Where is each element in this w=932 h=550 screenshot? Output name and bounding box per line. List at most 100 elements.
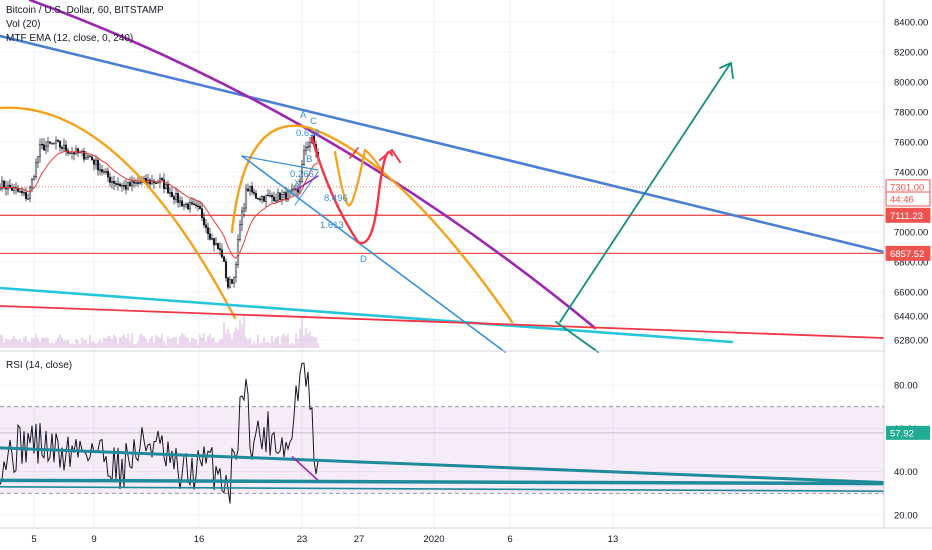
candle-body <box>246 188 250 192</box>
volume-bar <box>205 341 207 348</box>
candle-body <box>86 155 90 159</box>
volume-bar <box>141 334 143 348</box>
volume-bar <box>269 343 271 348</box>
purple-arc <box>28 0 597 330</box>
pattern-point-a: A <box>300 110 307 121</box>
volume-bar <box>233 331 235 348</box>
volume-bar <box>201 337 203 348</box>
candle-body <box>114 183 118 185</box>
rsi-pane[interactable] <box>0 362 885 504</box>
volume-bar <box>153 342 155 348</box>
green-arrow-head <box>730 62 734 79</box>
volume-bar <box>211 338 213 348</box>
purple-segment <box>295 175 319 191</box>
rsi-title[interactable]: RSI (14, close) <box>6 360 73 371</box>
volume-bar <box>35 333 37 348</box>
volume-bar <box>309 331 311 348</box>
price-pane[interactable]: X A B C D 0.618 0.266 8.496 1.613 <box>0 0 886 353</box>
volume-bar <box>11 338 13 348</box>
candle-body <box>128 182 132 187</box>
volume-bar <box>113 334 115 348</box>
candle-body <box>138 182 142 184</box>
volume-bar <box>1 335 3 348</box>
volume-bar <box>241 324 243 348</box>
red-trendline <box>0 305 885 339</box>
red-arrow-head <box>379 149 393 161</box>
candle-body <box>304 147 308 152</box>
candle-body <box>156 181 160 184</box>
candle-body <box>176 193 180 203</box>
time-axis-labels: 5 9 16 23 27 2020 6 13 <box>31 534 618 545</box>
volume-bar <box>149 338 151 348</box>
volume-bar <box>63 340 65 348</box>
volume-indicator-label[interactable]: Vol (20) <box>6 19 41 30</box>
volume-bar <box>21 342 23 348</box>
candle-body <box>194 204 198 207</box>
price-axis[interactable] <box>883 0 932 528</box>
volume-bar <box>249 337 251 348</box>
candle-body <box>170 192 174 197</box>
symbol-title[interactable]: Bitcoin / U.S. Dollar, 60, BITSTAMP <box>6 5 164 16</box>
volume-bar <box>57 337 59 348</box>
volume-bar <box>3 342 5 348</box>
volume-bar <box>33 338 35 348</box>
price-tick-label: 7600.00 <box>894 138 928 149</box>
candle-body <box>266 194 270 197</box>
candle-body <box>0 180 4 189</box>
candle-body <box>172 196 176 200</box>
drawing-tools[interactable] <box>0 0 886 353</box>
candle-body <box>38 143 42 157</box>
candle-body <box>242 207 246 212</box>
candle-body <box>56 140 60 142</box>
volume-bar <box>79 343 81 348</box>
candle-body <box>308 142 312 147</box>
candle-body <box>110 181 114 183</box>
candle-body <box>40 143 44 146</box>
volume-bar <box>99 339 101 348</box>
volume-bar <box>27 341 29 348</box>
candle-body <box>44 145 48 151</box>
candle-body <box>270 194 274 198</box>
fib-label: 0.266 <box>290 169 314 180</box>
candle-body <box>90 156 94 161</box>
candle-body <box>264 194 268 202</box>
price-tag-label: 7301.00 <box>890 182 924 193</box>
time-axis[interactable] <box>0 527 932 550</box>
volume-bar <box>237 329 239 348</box>
volume-bar <box>129 341 131 348</box>
candle-body <box>30 178 34 188</box>
volume-bar <box>181 333 183 348</box>
volume-bar <box>131 333 133 348</box>
candle-body <box>22 192 26 194</box>
volume-bar <box>109 335 111 348</box>
candle-body <box>92 159 96 165</box>
ema-indicator-label[interactable]: MTF EMA (12, close, 0, 240) <box>6 33 134 44</box>
time-tick-label: 5 <box>31 534 36 545</box>
candle-body <box>276 192 280 201</box>
volume-bar <box>317 343 319 348</box>
rsi-trendlines[interactable] <box>0 446 885 492</box>
candle-body <box>184 203 188 206</box>
volume-bar <box>239 319 241 348</box>
candle-body <box>300 164 304 182</box>
time-tick-label: 13 <box>608 534 619 545</box>
volume-bar <box>101 342 103 348</box>
candle-body <box>256 198 260 200</box>
volume-bar <box>257 334 259 348</box>
volume-bar <box>271 335 273 348</box>
volume-bar <box>253 341 255 348</box>
candle-body <box>120 184 124 187</box>
rsi-trendline-lower <box>0 478 885 486</box>
price-tick-label: 6800.00 <box>894 258 928 269</box>
candle-body <box>32 176 36 180</box>
candle-body <box>174 193 178 200</box>
price-tag-label: 7111.23 <box>890 211 923 222</box>
volume-bar <box>227 329 229 348</box>
volume-bar <box>95 343 97 348</box>
volume-bar <box>65 340 67 348</box>
volume-bar <box>115 336 117 348</box>
candle-body <box>196 205 200 207</box>
candle-body <box>252 191 256 194</box>
candle-body <box>60 146 64 149</box>
